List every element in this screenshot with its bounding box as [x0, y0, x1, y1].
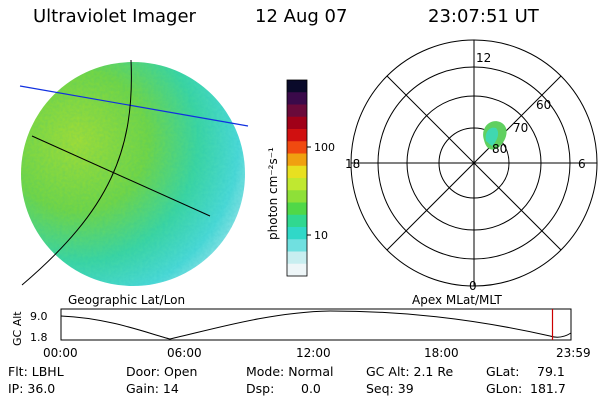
timeline-frame: [60, 308, 572, 341]
timeline-y-tick-bottom: 1.8: [30, 331, 48, 344]
colorbar: 100 10 photon cm⁻²s⁻¹: [266, 79, 335, 277]
seq-label: Seq: 39: [366, 381, 414, 396]
timeline-x-tick-0000: 00:00: [43, 346, 78, 360]
ip-label: IP: 36.0: [8, 381, 56, 396]
mode-label: Mode: Normal: [246, 364, 334, 379]
mlt-label-12: 12: [476, 51, 491, 65]
colorbar-tick-label-10: 10: [314, 229, 328, 242]
timeline-x-tick-1800: 18:00: [424, 346, 459, 360]
colorbar-cell: [287, 190, 307, 203]
colorbar-cell: [287, 153, 307, 167]
polar-plot: [350, 39, 598, 287]
colorbar-cell: [287, 80, 307, 93]
aurora-patch-core: [485, 127, 499, 146]
colorbar-frame: [286, 79, 308, 277]
time-label: 23:07:51 UT: [428, 6, 539, 27]
lat-label-80: 80: [492, 142, 507, 156]
altitude-curve: [60, 310, 572, 340]
mlt-label-18: 18: [345, 157, 360, 171]
latitude-line: [31, 135, 211, 217]
colorbar-cell: [287, 129, 307, 142]
filter-label: Flt: LBHL: [8, 364, 64, 379]
left-panel-label: Geographic Lat/Lon: [68, 293, 185, 307]
colorbar-cell: [287, 116, 307, 130]
colorbar-cell: [287, 251, 307, 265]
gc-alt-label: GC Alt: 2.1 Re: [366, 364, 454, 379]
door-label: Door: Open: [126, 364, 198, 379]
disk-noise: [21, 62, 245, 286]
glat-label: GLat:: [486, 364, 520, 379]
timeline-y-label: GC Alt: [11, 311, 24, 346]
dsp-value: 0.0: [301, 381, 321, 396]
right-panel-label: Apex MLat/MLT: [412, 293, 502, 307]
gain-label: Gain: 14: [126, 381, 179, 396]
terminator-line: [19, 85, 249, 127]
mlt-label-6: 6: [578, 157, 586, 171]
timeline-y-tick-top: 9.0: [30, 310, 48, 323]
instrument-title: Ultraviolet Imager: [33, 6, 196, 27]
colorbar-cell: [287, 214, 307, 228]
glon-label: GLon:: [486, 381, 523, 396]
colorbar-cell: [287, 178, 307, 191]
colorbar-cell: [287, 227, 307, 240]
glon-value: 181.7: [530, 381, 566, 396]
timeline-x-tick-0600: 06:00: [167, 346, 202, 360]
glat-value: 79.1: [537, 364, 565, 379]
colorbar-unit-label: photon cm⁻²s⁻¹: [266, 147, 280, 240]
timeline-x-tick-2359: 23:59: [556, 346, 591, 360]
geographic-image: [19, 59, 249, 286]
longitude-line: [21, 59, 132, 286]
timeline-x-tick-1200: 12:00: [296, 346, 331, 360]
colorbar-cell: [287, 263, 307, 277]
colorbar-cells: [287, 80, 307, 277]
colorbar-tick-label-100: 100: [314, 141, 335, 154]
date-label: 12 Aug 07: [255, 6, 348, 27]
colorbar-cell: [287, 239, 307, 252]
altitude-timeline: GC Alt 9.0 1.8 00:00 06:00 12:00 18:00 2…: [11, 308, 591, 360]
colorbar-cell: [287, 165, 307, 179]
lat-label-70: 70: [513, 121, 528, 135]
colorbar-cell: [287, 202, 307, 216]
colorbar-cell: [287, 104, 307, 118]
colorbar-cell: [287, 141, 307, 154]
polar-diagonal-2: [386, 75, 562, 251]
dsp-label: Dsp:: [246, 381, 275, 396]
colorbar-cell: [287, 92, 307, 105]
lat-label-60: 60: [536, 98, 551, 112]
mlt-label-0: 0: [469, 279, 477, 293]
